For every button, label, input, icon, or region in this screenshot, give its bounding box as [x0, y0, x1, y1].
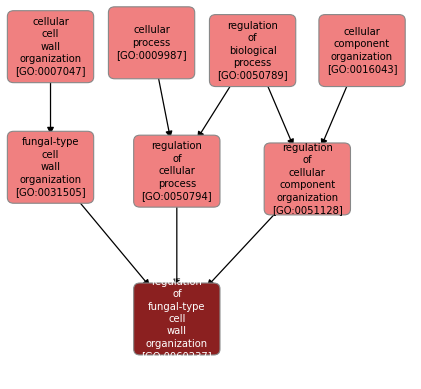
FancyBboxPatch shape: [8, 131, 93, 203]
Text: cellular
component
organization
[GO:0016043]: cellular component organization [GO:0016…: [327, 27, 397, 74]
Text: regulation
of
cellular
component
organization
[GO:0051128]: regulation of cellular component organiz…: [272, 143, 343, 215]
FancyBboxPatch shape: [108, 7, 195, 79]
FancyBboxPatch shape: [134, 135, 220, 207]
Text: regulation
of
fungal-type
cell
wall
organization
[GO:0060237]: regulation of fungal-type cell wall orga…: [141, 277, 212, 361]
Text: fungal-type
cell
wall
organization
[GO:0031505]: fungal-type cell wall organization [GO:0…: [15, 137, 86, 197]
Text: regulation
of
biological
process
[GO:0050789]: regulation of biological process [GO:005…: [217, 21, 288, 81]
FancyBboxPatch shape: [8, 11, 93, 83]
FancyBboxPatch shape: [264, 143, 350, 215]
Text: regulation
of
cellular
process
[GO:0050794]: regulation of cellular process [GO:00507…: [141, 141, 212, 201]
Text: cellular
cell
wall
organization
[GO:0007047]: cellular cell wall organization [GO:0007…: [15, 17, 86, 77]
FancyBboxPatch shape: [134, 283, 220, 355]
FancyBboxPatch shape: [319, 15, 405, 87]
FancyBboxPatch shape: [209, 15, 296, 87]
Text: cellular
process
[GO:0009987]: cellular process [GO:0009987]: [116, 25, 187, 60]
